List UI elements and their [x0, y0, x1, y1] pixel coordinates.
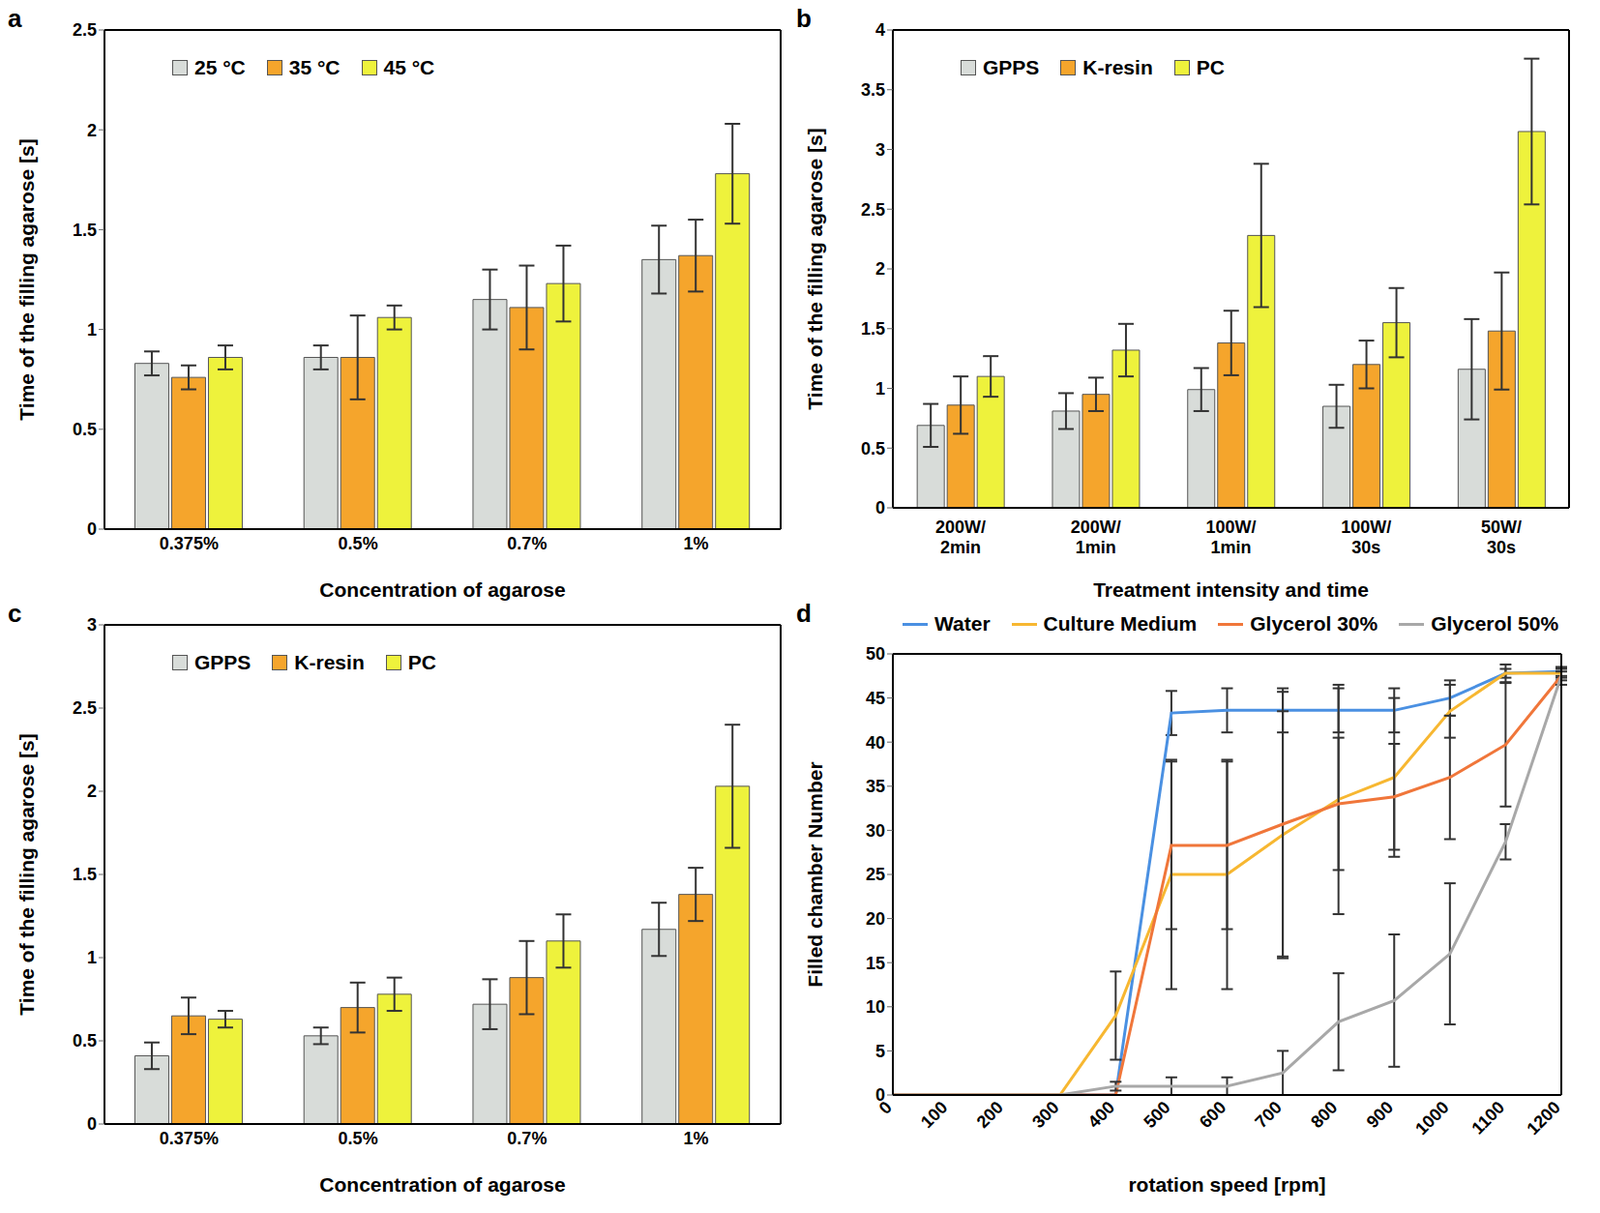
svg-text:Filled chamber Number: Filled chamber Number	[803, 761, 827, 987]
svg-text:1.5: 1.5	[72, 864, 97, 885]
svg-text:1: 1	[87, 948, 97, 968]
svg-text:3.5: 3.5	[860, 80, 886, 100]
html-text:GPPS: GPPS	[194, 651, 251, 674]
svg-text:45: 45	[865, 688, 886, 709]
html-text:45 °C: 45 °C	[383, 56, 435, 79]
svg-text:2: 2	[87, 120, 97, 141]
svg-text:0: 0	[87, 519, 97, 539]
svg-text:0.7%: 0.7%	[506, 533, 547, 554]
html-text:25 °C: 25 °C	[194, 56, 246, 79]
svg-text:100W/1min: 100W/1min	[1205, 517, 1256, 558]
svg-text:50: 50	[865, 644, 886, 664]
svg-text:Time of the filling agarose [s: Time of the filling agarose [s]	[803, 127, 827, 410]
html-text:d: d	[796, 598, 812, 628]
svg-text:1%: 1%	[683, 533, 710, 554]
svg-text:1: 1	[87, 320, 97, 340]
svg-text:2: 2	[875, 259, 886, 279]
svg-text:0.5: 0.5	[72, 419, 97, 440]
svg-text:10: 10	[865, 997, 886, 1017]
svg-text:1%: 1%	[683, 1128, 710, 1149]
svg-text:30: 30	[865, 821, 886, 841]
html-text:Glycerol 50%: Glycerol 50%	[1430, 612, 1559, 635]
svg-text:2: 2	[87, 781, 97, 801]
svg-text:0.375%: 0.375%	[159, 1128, 219, 1149]
svg-text:1: 1	[875, 379, 886, 399]
html-text:35 °C: 35 °C	[289, 56, 341, 79]
svg-text:0.375%: 0.375%	[159, 533, 219, 554]
svg-text:15: 15	[865, 953, 886, 974]
svg-text:200W/1min: 200W/1min	[1070, 517, 1122, 558]
html-text:c: c	[7, 598, 22, 628]
html-text:Glycerol 30%: Glycerol 30%	[1250, 612, 1378, 635]
svg-text:35: 35	[865, 776, 886, 797]
svg-text:200: 200	[973, 1097, 1008, 1132]
svg-text:40: 40	[865, 733, 886, 753]
svg-text:3: 3	[875, 140, 886, 160]
svg-text:0.5%: 0.5%	[338, 1128, 379, 1149]
html-text:PC: PC	[1196, 56, 1225, 79]
html-text:b: b	[796, 3, 812, 33]
svg-text:400: 400	[1084, 1097, 1119, 1132]
svg-text:Concentration of agarose: Concentration of agarose	[319, 1173, 565, 1196]
svg-text:600: 600	[1195, 1097, 1230, 1132]
svg-text:2.5: 2.5	[860, 200, 886, 220]
svg-text:0: 0	[87, 1114, 97, 1134]
svg-text:4: 4	[875, 20, 886, 40]
svg-text:Time of the filling agarose [s: Time of the filling agarose [s]	[15, 733, 38, 1015]
svg-text:3: 3	[87, 615, 97, 635]
html-text:K-resin: K-resin	[1082, 56, 1153, 79]
svg-text:Concentration of agarose: Concentration of agarose	[319, 578, 565, 601]
html-text:GPPS: GPPS	[982, 56, 1040, 79]
svg-text:20: 20	[865, 909, 886, 929]
svg-text:0.7%: 0.7%	[506, 1128, 547, 1149]
svg-text:300: 300	[1028, 1097, 1063, 1132]
svg-text:800: 800	[1306, 1097, 1341, 1132]
svg-text:100W/30s: 100W/30s	[1340, 517, 1392, 558]
html-text:Water: Water	[934, 612, 991, 635]
html-text:PC: PC	[407, 651, 437, 674]
svg-text:1.5: 1.5	[72, 220, 97, 240]
svg-text:2.5: 2.5	[72, 698, 97, 718]
svg-text:1.5: 1.5	[860, 319, 886, 339]
svg-text:900: 900	[1362, 1097, 1397, 1132]
svg-text:25: 25	[865, 864, 886, 885]
svg-text:100: 100	[917, 1097, 951, 1132]
svg-text:0: 0	[875, 1097, 896, 1119]
svg-text:700: 700	[1251, 1097, 1286, 1132]
svg-text:1200: 1200	[1522, 1097, 1564, 1139]
svg-text:rotation speed [rpm]: rotation speed [rpm]	[1127, 1173, 1326, 1196]
svg-text:200W/2min: 200W/2min	[935, 517, 986, 558]
svg-text:0: 0	[875, 498, 886, 518]
html-text:Culture Medium: Culture Medium	[1043, 612, 1197, 635]
svg-text:Treatment intensity and time: Treatment intensity and time	[1093, 578, 1369, 601]
svg-text:1000: 1000	[1411, 1097, 1452, 1139]
html-text:a: a	[7, 3, 22, 33]
svg-text:2.5: 2.5	[72, 20, 97, 40]
svg-text:5: 5	[875, 1041, 886, 1062]
svg-text:0.5%: 0.5%	[338, 533, 379, 554]
html-text:K-resin: K-resin	[294, 651, 365, 674]
svg-text:500: 500	[1139, 1097, 1174, 1132]
svg-text:1100: 1100	[1467, 1097, 1509, 1139]
svg-text:0.5: 0.5	[860, 439, 886, 459]
svg-text:Time of the filling agarose [s: Time of the filling agarose [s]	[15, 138, 38, 420]
svg-text:50W/30s: 50W/30s	[1481, 517, 1522, 558]
svg-text:0: 0	[875, 1085, 886, 1105]
svg-text:0.5: 0.5	[72, 1031, 97, 1051]
